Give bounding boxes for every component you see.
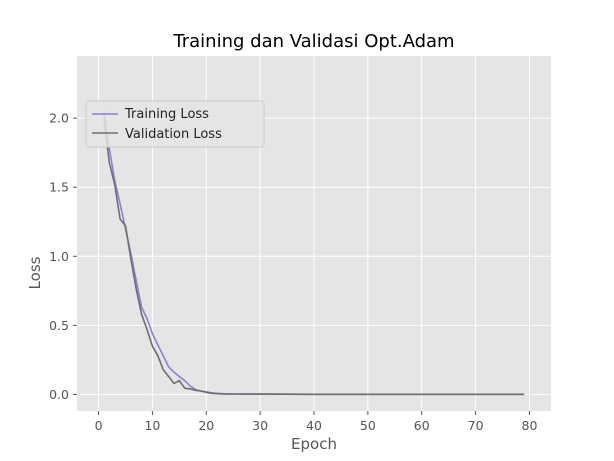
y-tick-label: 1.0: [49, 249, 69, 264]
x-tick-label: 20: [198, 418, 214, 433]
legend-label-validation: Validation Loss: [125, 127, 222, 142]
x-tick-label: 50: [360, 418, 376, 433]
x-tick-label: 70: [468, 418, 484, 433]
x-axis-ticks: 0 10 20 30 40 50 60 70 80: [95, 411, 538, 433]
x-tick-label: 80: [522, 418, 538, 433]
y-axis-ticks: 0.0 0.5 1.0 1.5 2.0: [49, 111, 77, 402]
x-tick-label: 0: [95, 418, 103, 433]
y-tick-label: 2.0: [49, 111, 69, 126]
x-tick-label: 30: [252, 418, 268, 433]
x-axis-label: Epoch: [291, 435, 337, 453]
x-tick-label: 10: [144, 418, 160, 433]
y-tick-label: 0.0: [49, 387, 69, 402]
y-tick-label: 1.5: [49, 180, 69, 195]
y-axis-label: Loss: [26, 256, 44, 289]
legend: Training Loss Validation Loss: [85, 100, 265, 148]
legend-label-training: Training Loss: [124, 107, 209, 122]
validation-loss-line: [103, 118, 525, 396]
series-lines: [103, 111, 525, 396]
x-tick-label: 60: [414, 418, 430, 433]
chart-title: Training dan Validasi Opt.Adam: [172, 31, 454, 52]
y-tick-label: 0.5: [49, 318, 69, 333]
x-tick-label: 40: [306, 418, 322, 433]
legend-box: [85, 100, 265, 148]
